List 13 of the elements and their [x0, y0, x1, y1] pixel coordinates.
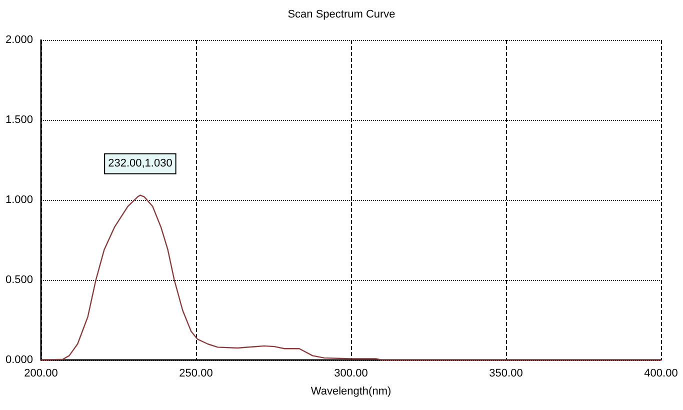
x-tick-label: 200.00 — [24, 368, 58, 380]
y-tick-label: 2.000 — [5, 34, 33, 46]
y-tick-label: 1.500 — [5, 114, 33, 126]
y-tick-label: 0.000 — [5, 354, 33, 366]
y-tick-label: 1.000 — [5, 194, 33, 206]
x-tick-label: 400.00 — [644, 368, 678, 380]
x-axis-title: Wavelength(nm) — [310, 386, 392, 398]
x-tick-label: 250.00 — [179, 368, 213, 380]
y-tick-label: 0.500 — [5, 274, 33, 286]
annotation: 232.00,1.030 — [108, 158, 172, 170]
x-tick-label: 300.00 — [334, 368, 368, 380]
x-tick-label: 350.00 — [489, 368, 523, 380]
chart-title: Scan Spectrum Curve — [288, 8, 396, 20]
